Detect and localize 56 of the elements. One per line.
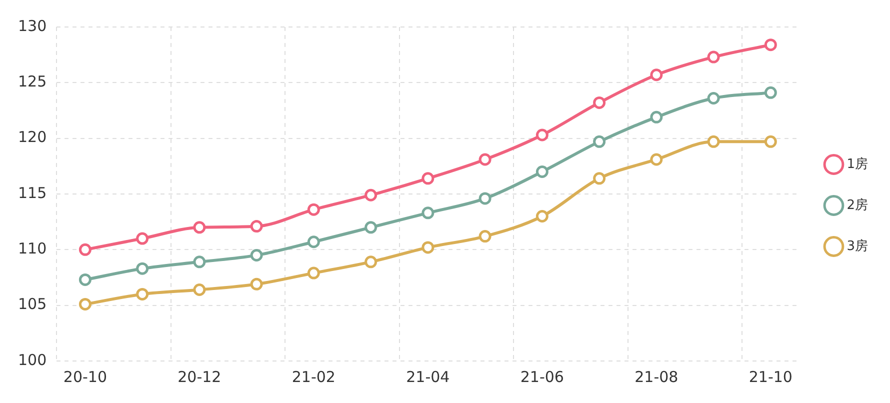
point (364, 256, 378, 268)
y-tick-label: 125 (18, 72, 47, 91)
point (250, 220, 263, 233)
point (307, 236, 320, 248)
point (193, 256, 206, 268)
point (78, 243, 92, 256)
legend-label: 1房 (846, 156, 868, 172)
y-tick-label: 115 (18, 184, 47, 202)
point (422, 172, 434, 185)
point (536, 165, 548, 178)
y-tick-label: 130 (18, 16, 47, 35)
point (764, 38, 777, 52)
point (78, 298, 92, 310)
point (478, 230, 492, 243)
legend-label: 2房 (846, 196, 868, 213)
point (650, 153, 663, 166)
point (307, 203, 320, 216)
x-tick-label: 20-10 (63, 368, 107, 386)
point (707, 50, 720, 64)
point (764, 135, 777, 148)
point (593, 135, 606, 148)
x-tick-label: 21-04 (406, 368, 450, 386)
point (536, 210, 548, 223)
point (193, 283, 206, 296)
point (307, 266, 320, 280)
point (707, 135, 720, 148)
point (707, 92, 720, 105)
point (136, 232, 149, 245)
point (764, 86, 777, 99)
x-tick-label: 21-08 (634, 368, 678, 386)
point (593, 96, 606, 109)
x-tick-label: 21-02 (292, 368, 336, 386)
point (364, 188, 378, 202)
point (136, 262, 149, 275)
x-tick-label: 21-10 (748, 368, 792, 386)
point (250, 248, 263, 262)
x-tick-label: 20-12 (178, 368, 222, 386)
y-tick-label: 120 (18, 128, 47, 146)
y-tick-label: 110 (18, 240, 47, 258)
point (422, 206, 434, 220)
legend-label: 3房 (846, 238, 868, 254)
point (422, 241, 434, 254)
point (478, 153, 492, 166)
point (364, 221, 378, 234)
point (78, 273, 92, 286)
point (193, 221, 206, 234)
y-tick-label: 100 (18, 350, 47, 369)
point (650, 68, 663, 82)
point (593, 172, 606, 185)
point (536, 128, 548, 142)
y-tick-label: 105 (18, 295, 47, 314)
x-tick-label: 21-06 (520, 368, 564, 386)
point (478, 192, 492, 205)
point (250, 278, 263, 290)
point (136, 288, 149, 300)
point (650, 110, 663, 124)
